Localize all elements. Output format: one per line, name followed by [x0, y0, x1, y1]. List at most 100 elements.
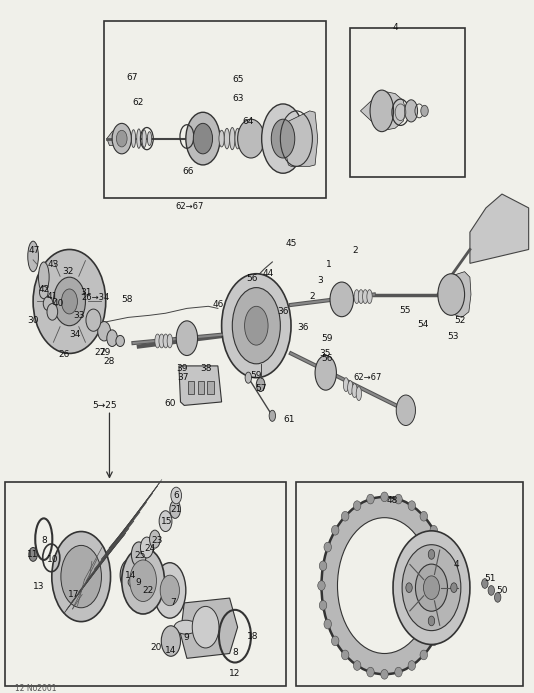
- Ellipse shape: [171, 487, 182, 504]
- Text: 63: 63: [232, 94, 244, 103]
- Text: 42: 42: [38, 286, 50, 294]
- Ellipse shape: [140, 537, 153, 558]
- Text: 62→67: 62→67: [175, 202, 204, 211]
- Ellipse shape: [488, 586, 494, 595]
- Text: 18: 18: [247, 632, 258, 640]
- Bar: [350, 28, 465, 177]
- Ellipse shape: [154, 563, 186, 618]
- Ellipse shape: [315, 356, 336, 390]
- Ellipse shape: [161, 626, 180, 656]
- Ellipse shape: [271, 119, 295, 158]
- Text: 44: 44: [262, 270, 274, 278]
- Ellipse shape: [428, 616, 435, 626]
- Polygon shape: [179, 366, 222, 405]
- Ellipse shape: [224, 128, 230, 149]
- Polygon shape: [180, 598, 238, 658]
- Text: 35: 35: [319, 349, 331, 358]
- Ellipse shape: [222, 274, 291, 378]
- Ellipse shape: [415, 564, 447, 611]
- Bar: [207, 381, 214, 394]
- Ellipse shape: [170, 500, 180, 518]
- Text: 32: 32: [62, 267, 74, 276]
- Ellipse shape: [155, 334, 160, 348]
- Text: 7: 7: [171, 599, 176, 607]
- Text: 11: 11: [27, 550, 39, 559]
- Ellipse shape: [159, 511, 172, 532]
- Text: 51: 51: [484, 574, 496, 583]
- Ellipse shape: [107, 330, 117, 346]
- Text: 55: 55: [399, 306, 411, 315]
- Ellipse shape: [356, 387, 362, 401]
- Text: 40: 40: [53, 299, 65, 308]
- Ellipse shape: [330, 282, 354, 317]
- Text: 8: 8: [232, 649, 238, 657]
- Ellipse shape: [238, 119, 264, 158]
- Ellipse shape: [396, 395, 415, 426]
- Text: 6: 6: [174, 491, 179, 500]
- Text: 9: 9: [183, 633, 189, 642]
- Text: 56: 56: [246, 274, 258, 283]
- Ellipse shape: [192, 606, 219, 648]
- Text: 9: 9: [135, 578, 140, 586]
- Ellipse shape: [343, 378, 349, 392]
- Ellipse shape: [423, 576, 439, 599]
- Text: 10: 10: [46, 556, 58, 564]
- Ellipse shape: [408, 501, 415, 511]
- Ellipse shape: [451, 583, 457, 593]
- Text: 14: 14: [165, 646, 177, 654]
- Ellipse shape: [156, 597, 173, 608]
- Text: 20: 20: [151, 644, 162, 652]
- Ellipse shape: [86, 309, 101, 331]
- Ellipse shape: [337, 518, 431, 653]
- Ellipse shape: [421, 105, 428, 116]
- Text: 57: 57: [255, 384, 266, 392]
- Ellipse shape: [438, 274, 465, 315]
- Ellipse shape: [437, 542, 445, 552]
- Ellipse shape: [405, 100, 418, 122]
- Text: 48: 48: [387, 496, 398, 505]
- Text: 22: 22: [143, 586, 154, 595]
- Polygon shape: [360, 91, 406, 130]
- Ellipse shape: [147, 132, 152, 146]
- Ellipse shape: [256, 378, 265, 392]
- Ellipse shape: [444, 581, 451, 590]
- Polygon shape: [283, 111, 318, 166]
- Text: 65: 65: [232, 76, 244, 84]
- Ellipse shape: [318, 581, 325, 590]
- Ellipse shape: [395, 494, 402, 504]
- Ellipse shape: [38, 262, 49, 292]
- Ellipse shape: [406, 583, 412, 593]
- Text: 4: 4: [454, 561, 459, 569]
- Text: 58: 58: [121, 295, 133, 304]
- Ellipse shape: [52, 532, 111, 622]
- Ellipse shape: [442, 600, 450, 610]
- Text: 56: 56: [321, 355, 333, 363]
- Ellipse shape: [321, 497, 447, 674]
- Text: 67: 67: [127, 73, 138, 82]
- Ellipse shape: [341, 511, 349, 521]
- Text: 31: 31: [81, 288, 92, 297]
- Ellipse shape: [381, 492, 388, 502]
- Bar: [188, 381, 194, 394]
- Ellipse shape: [219, 130, 224, 147]
- Ellipse shape: [130, 560, 156, 602]
- Text: 30: 30: [27, 316, 39, 324]
- Text: 24: 24: [144, 545, 155, 553]
- Ellipse shape: [367, 290, 372, 304]
- Text: 37: 37: [177, 374, 189, 382]
- Ellipse shape: [332, 525, 339, 535]
- Text: 36: 36: [297, 323, 309, 331]
- Text: 62→67: 62→67: [353, 374, 382, 382]
- Ellipse shape: [174, 620, 198, 634]
- Ellipse shape: [319, 600, 327, 610]
- Ellipse shape: [29, 547, 37, 561]
- Ellipse shape: [142, 130, 146, 148]
- Text: 38: 38: [200, 365, 211, 373]
- Ellipse shape: [358, 290, 364, 304]
- Text: 25: 25: [135, 552, 146, 560]
- Bar: [198, 381, 204, 394]
- Ellipse shape: [28, 241, 38, 272]
- Ellipse shape: [354, 501, 361, 511]
- Text: 1: 1: [326, 261, 331, 269]
- Text: 43: 43: [48, 261, 59, 269]
